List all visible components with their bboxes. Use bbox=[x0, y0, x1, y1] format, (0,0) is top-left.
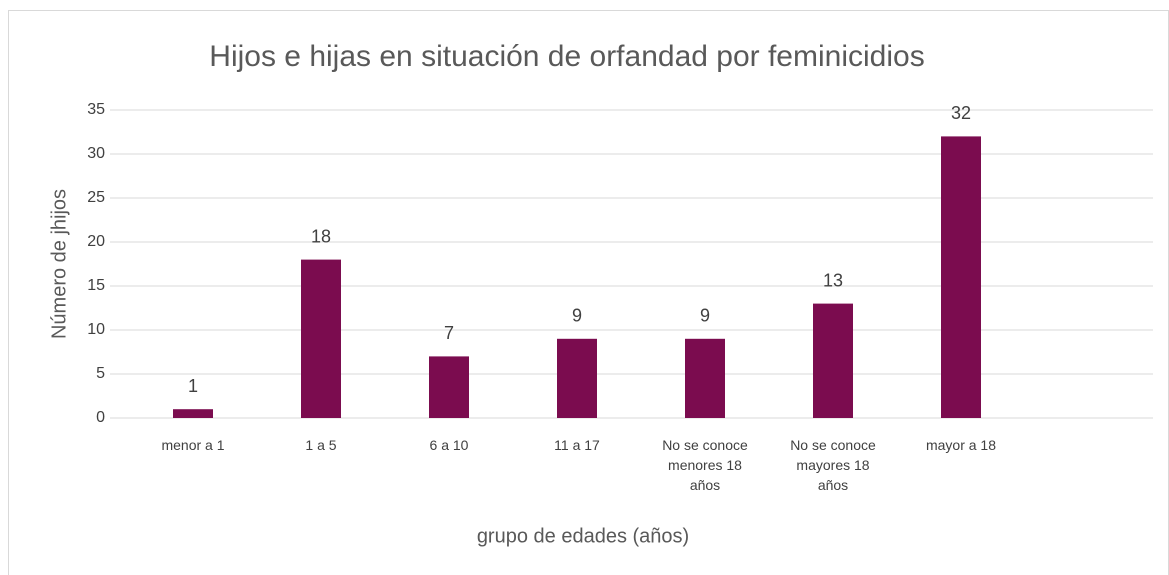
data-label: 13 bbox=[823, 270, 843, 290]
data-label: 18 bbox=[311, 226, 331, 246]
x-tick-label: 6 a 10 bbox=[429, 437, 469, 453]
x-tick-label: No se conoce mayores 18 años bbox=[790, 437, 876, 493]
bar bbox=[429, 356, 469, 418]
bar bbox=[941, 136, 981, 418]
y-tick-label: 15 bbox=[87, 277, 105, 294]
data-label: 7 bbox=[444, 323, 454, 343]
y-tick-label: 10 bbox=[87, 321, 105, 338]
x-tick-label: No se conoce menores 18 años bbox=[662, 437, 748, 493]
x-axis-label: grupo de edades (años) bbox=[477, 525, 689, 547]
chart-title: Hijos e hijas en situación de orfandad p… bbox=[209, 40, 924, 73]
y-tick-label: 0 bbox=[96, 409, 105, 426]
y-tick-label: 35 bbox=[87, 101, 105, 118]
x-tick-label: mayor a 18 bbox=[925, 437, 997, 453]
bar bbox=[813, 303, 853, 418]
data-label: 32 bbox=[951, 103, 971, 123]
y-tick-label: 5 bbox=[96, 365, 105, 382]
data-label: 9 bbox=[700, 306, 710, 326]
y-axis-label: Número de jhijos bbox=[48, 189, 70, 339]
bar bbox=[173, 409, 213, 418]
y-tick-label: 20 bbox=[87, 233, 105, 250]
x-tick-label: 1 a 5 bbox=[305, 437, 337, 453]
x-tick-label: 11 a 17 bbox=[554, 437, 600, 453]
y-tick-label: 30 bbox=[87, 145, 105, 162]
bar bbox=[301, 259, 341, 418]
bar bbox=[685, 338, 725, 418]
data-label: 1 bbox=[188, 376, 198, 396]
y-tick-label: 25 bbox=[87, 189, 105, 206]
x-tick-label: menor a 1 bbox=[161, 437, 225, 453]
chart-border bbox=[8, 10, 1169, 575]
bar bbox=[557, 338, 597, 418]
data-label: 9 bbox=[572, 306, 582, 326]
